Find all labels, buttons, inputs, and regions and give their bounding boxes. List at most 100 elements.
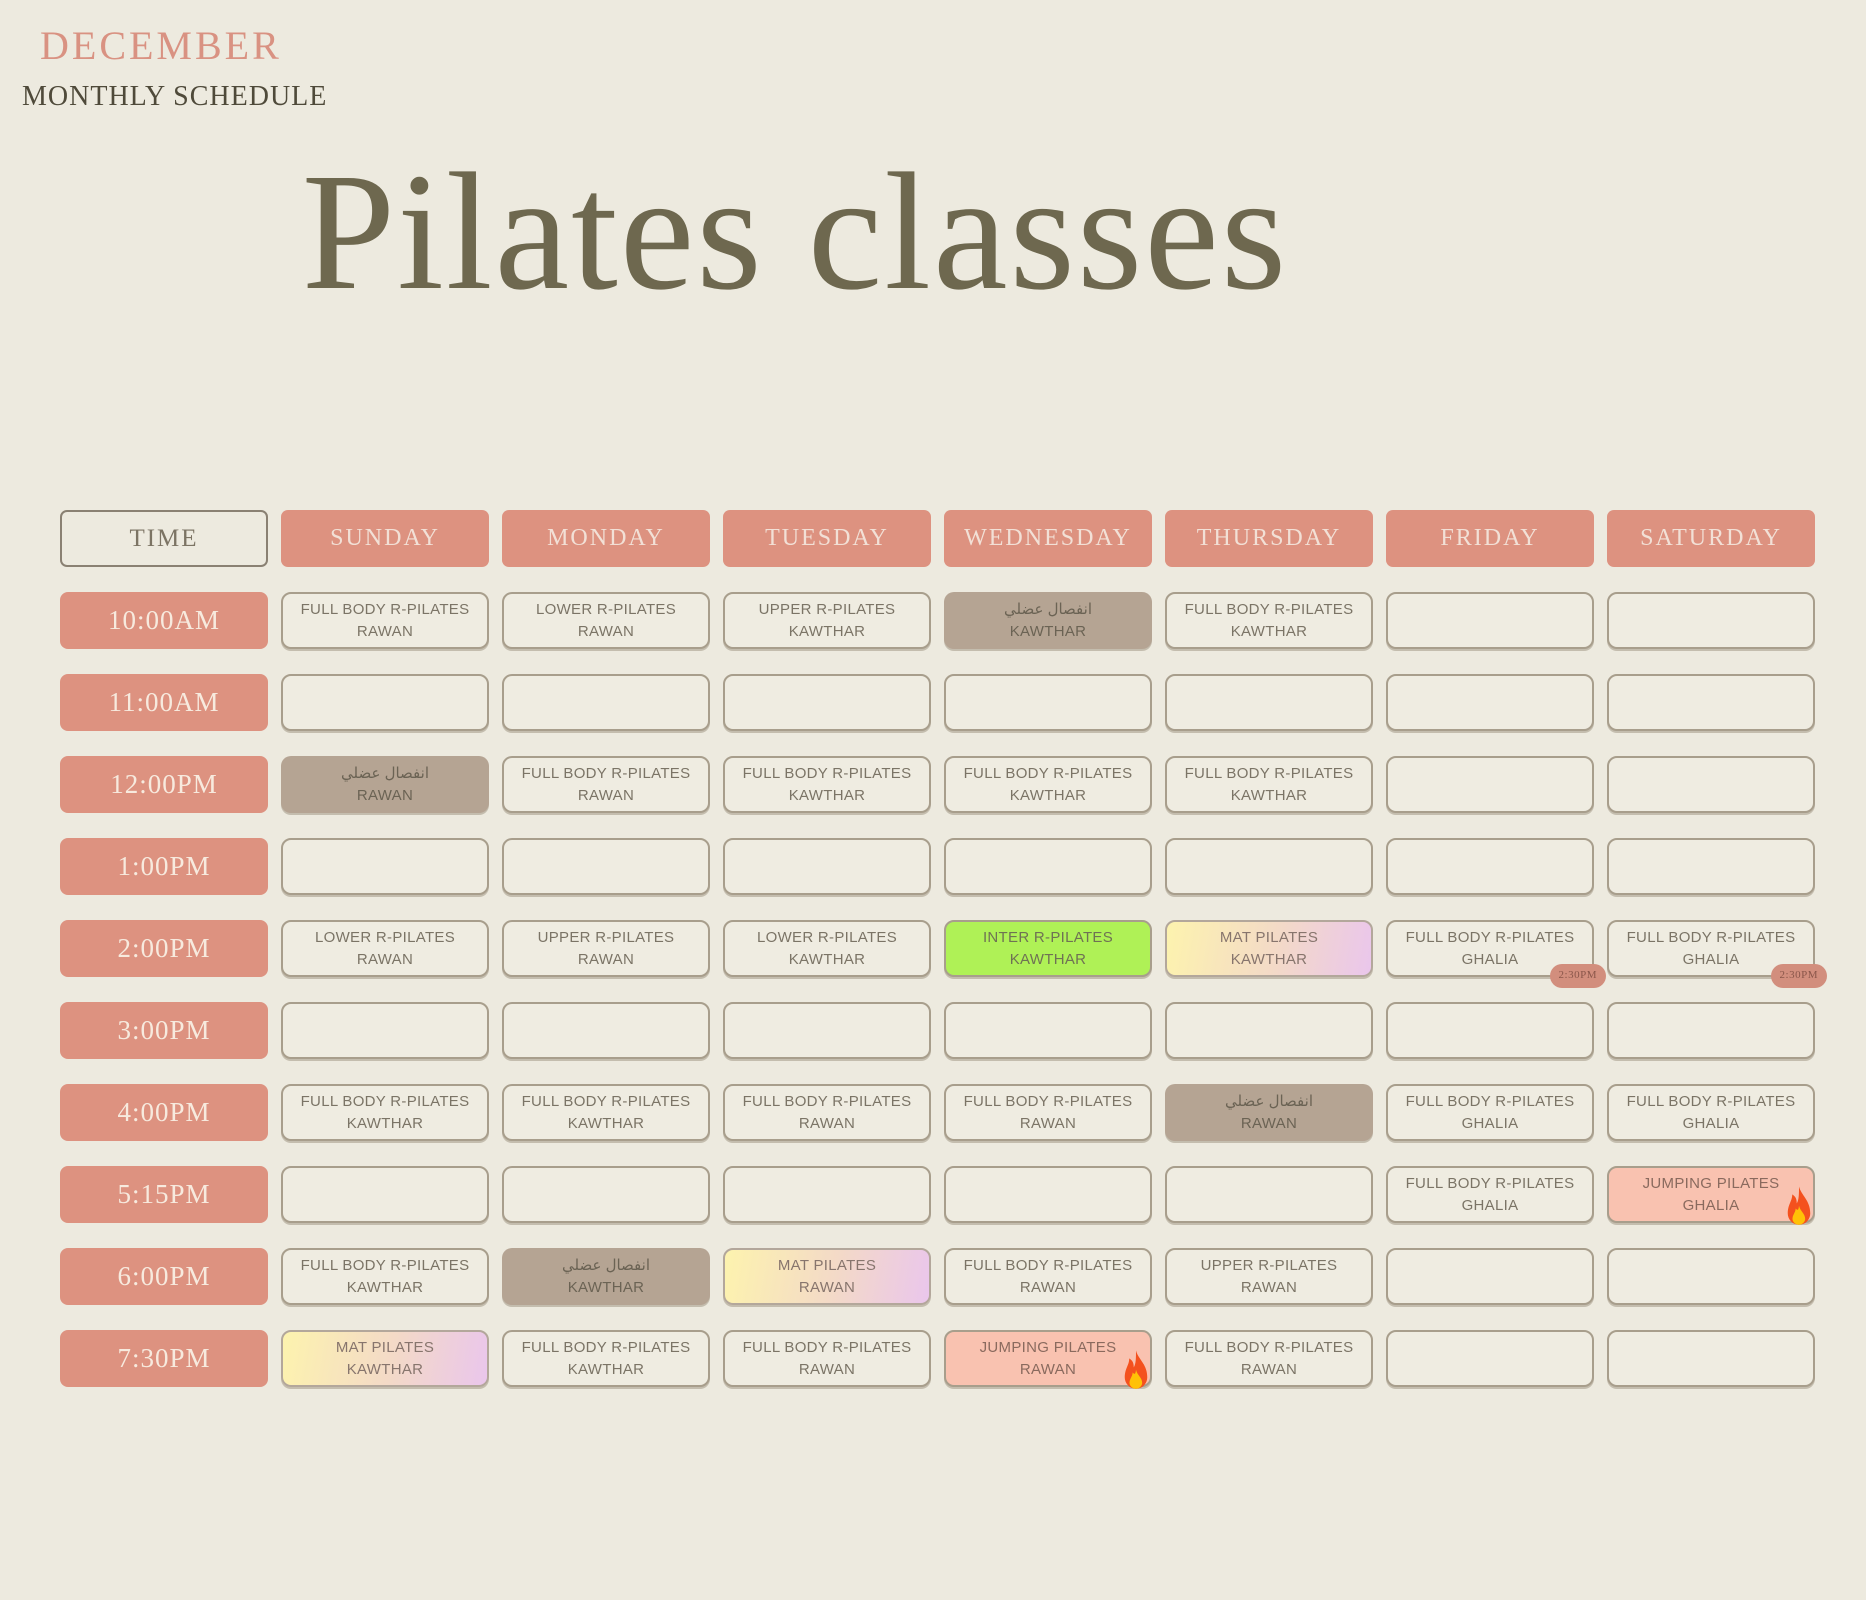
instructor-name: KAWTHAR [567, 1278, 645, 1296]
instructor-name: RAWAN [1240, 1360, 1298, 1378]
empty-slot [723, 674, 931, 731]
class-name: FULL BODY R-PILATES [742, 1338, 912, 1356]
class-name: UPPER R-PILATES [758, 600, 896, 618]
time-slot-label: 1:00PM [60, 838, 268, 895]
empty-slot [281, 1002, 489, 1059]
class-card: UPPER R-PILATES RAWAN [502, 920, 710, 977]
day-header-monday: MONDAY [502, 510, 710, 567]
class-name: LOWER R-PILATES [535, 600, 677, 618]
day-header-friday: FRIDAY [1386, 510, 1594, 567]
day-header-sunday: SUNDAY [281, 510, 489, 567]
instructor-name: KAWTHAR [346, 1360, 424, 1378]
class-name: FULL BODY R-PILATES [1626, 928, 1796, 946]
class-name: MAT PILATES [335, 1338, 435, 1356]
class-card: FULL BODY R-PILATES KAWTHAR [723, 756, 931, 813]
empty-slot [944, 674, 1152, 731]
instructor-name: RAWAN [1019, 1360, 1077, 1378]
class-name: FULL BODY R-PILATES [963, 764, 1133, 782]
empty-slot [502, 1002, 710, 1059]
class-card: FULL BODY R-PILATES KAWTHAR [1165, 756, 1373, 813]
instructor-name: KAWTHAR [567, 1360, 645, 1378]
instructor-name: RAWAN [798, 1278, 856, 1296]
class-card: FULL BODY R-PILATES RAWAN [1165, 1330, 1373, 1387]
month-label: DECEMBER [40, 23, 282, 68]
class-name: FULL BODY R-PILATES [300, 1092, 470, 1110]
empty-slot [1386, 592, 1594, 649]
class-name: UPPER R-PILATES [1200, 1256, 1338, 1274]
class-card: FULL BODY R-PILATES KAWTHAR [281, 1084, 489, 1141]
class-name: FULL BODY R-PILATES [742, 764, 912, 782]
instructor-name: GHALIA [1682, 950, 1740, 968]
empty-slot [1386, 1330, 1594, 1387]
instructor-name: KAWTHAR [567, 1114, 645, 1132]
empty-slot [1165, 674, 1373, 731]
class-card: FULL BODY R-PILATES RAWAN [502, 756, 710, 813]
class-card: FULL BODY R-PILATES GHALIA [1607, 1084, 1815, 1141]
empty-slot [1607, 1002, 1815, 1059]
class-card: LOWER R-PILATES RAWAN [502, 592, 710, 649]
empty-slot [944, 1002, 1152, 1059]
class-name: انفصال عضلي [1003, 600, 1092, 618]
class-name: FULL BODY R-PILATES [963, 1256, 1133, 1274]
header-block: DECEMBER MONTHLY SCHEDULE [22, 22, 327, 113]
empty-slot [723, 1002, 931, 1059]
class-name: FULL BODY R-PILATES [1405, 1174, 1575, 1192]
empty-slot [1386, 674, 1594, 731]
schedule-grid: TIME SUNDAY MONDAY TUESDAY WEDNESDAY THURSDAY… [60, 510, 1827, 1389]
class-name: UPPER R-PILATES [537, 928, 675, 946]
empty-slot [1607, 592, 1815, 649]
instructor-name: RAWAN [356, 622, 414, 640]
instructor-name: RAWAN [577, 622, 635, 640]
empty-slot [1607, 1330, 1815, 1387]
instructor-name: RAWAN [1019, 1114, 1077, 1132]
empty-slot [723, 838, 931, 895]
time-column-header: TIME [60, 510, 268, 567]
class-name: FULL BODY R-PILATES [1405, 1092, 1575, 1110]
class-card: FULL BODY R-PILATES RAWAN [723, 1330, 931, 1387]
time-slot-label: 6:00PM [60, 1248, 268, 1305]
instructor-name: RAWAN [356, 786, 414, 804]
empty-slot [1607, 838, 1815, 895]
class-name: JUMPING PILATES [979, 1338, 1117, 1356]
empty-slot [1607, 1248, 1815, 1305]
day-header-tuesday: TUESDAY [723, 510, 931, 567]
empty-slot [1607, 756, 1815, 813]
class-name: انفصال عضلي [561, 1256, 650, 1274]
class-card: MAT PILATES KAWTHAR [281, 1330, 489, 1387]
instructor-name: KAWTHAR [788, 622, 866, 640]
time-slot-label: 2:00PM [60, 920, 268, 977]
class-card: INTER R-PILATES KAWTHAR [944, 920, 1152, 977]
empty-slot [281, 1166, 489, 1223]
class-card: FULL BODY R-PILATES RAWAN [281, 592, 489, 649]
empty-slot [1165, 838, 1373, 895]
class-name: انفصال عضلي [1224, 1092, 1313, 1110]
class-name: FULL BODY R-PILATES [742, 1092, 912, 1110]
fire-icon [1124, 1350, 1148, 1389]
class-card: FULL BODY R-PILATES KAWTHAR [502, 1084, 710, 1141]
empty-slot [502, 674, 710, 731]
empty-slot [502, 1166, 710, 1223]
class-name: FULL BODY R-PILATES [963, 1092, 1133, 1110]
class-card: FULL BODY R-PILATES GHALIA [1386, 1084, 1594, 1141]
instructor-name: RAWAN [577, 950, 635, 968]
instructor-name: RAWAN [577, 786, 635, 804]
day-header-saturday: SATURDAY [1607, 510, 1815, 567]
class-card: انفصال عضلي RAWAN [281, 756, 489, 813]
instructor-name: RAWAN [1240, 1278, 1298, 1296]
instructor-name: KAWTHAR [1230, 622, 1308, 640]
empty-slot [1607, 674, 1815, 731]
class-name: FULL BODY R-PILATES [521, 1092, 691, 1110]
class-card: انفصال عضلي RAWAN [1165, 1084, 1373, 1141]
time-badge: 2:30PM [1770, 964, 1827, 988]
class-card: FULL BODY R-PILATES GHALIA 2:30PM [1607, 920, 1827, 988]
class-name: MAT PILATES [777, 1256, 877, 1274]
instructor-name: KAWTHAR [788, 950, 866, 968]
class-name: FULL BODY R-PILATES [521, 764, 691, 782]
class-name: FULL BODY R-PILATES [300, 600, 470, 618]
empty-slot [1386, 838, 1594, 895]
empty-slot [1386, 1002, 1594, 1059]
empty-slot [502, 838, 710, 895]
class-name: LOWER R-PILATES [314, 928, 456, 946]
class-name: FULL BODY R-PILATES [1184, 600, 1354, 618]
class-card: انفصال عضلي KAWTHAR [944, 592, 1152, 649]
